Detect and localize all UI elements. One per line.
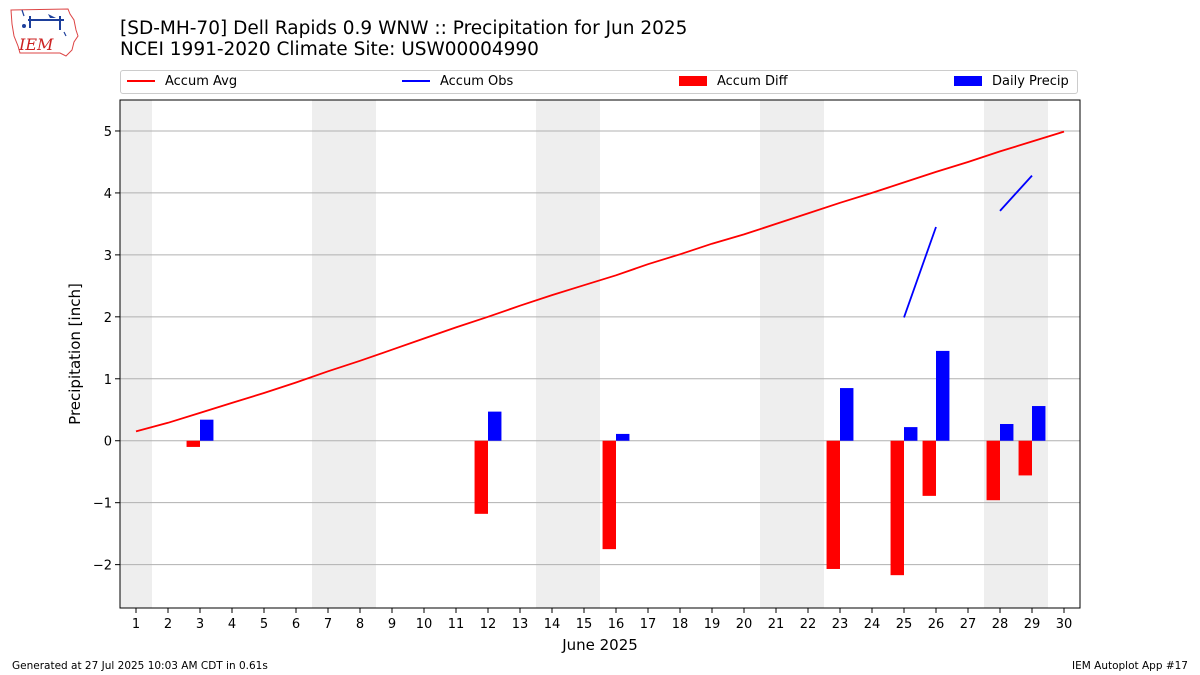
x-tick-label: 12 bbox=[480, 617, 497, 632]
chart-legend: Accum Avg Accum Obs Accum Diff Daily Pre… bbox=[120, 70, 1078, 94]
x-tick-label: 21 bbox=[768, 617, 785, 632]
accum-diff-bar bbox=[1018, 440, 1032, 476]
accum-avg-line bbox=[135, 130, 1065, 433]
x-tick-label: 26 bbox=[928, 617, 945, 632]
chart-title-line2: NCEI 1991-2020 Climate Site: USW00004990 bbox=[120, 39, 539, 60]
accum-diff-bar bbox=[602, 440, 616, 550]
x-tick-label: 25 bbox=[896, 617, 913, 632]
x-tick-label: 7 bbox=[324, 617, 332, 632]
chart-title-line1: [SD-MH-70] Dell Rapids 0.9 WNW :: Precip… bbox=[120, 18, 688, 39]
daily-precip-bar bbox=[488, 411, 502, 441]
x-tick-label: 22 bbox=[800, 617, 817, 632]
x-tick-label: 17 bbox=[640, 617, 657, 632]
weekend-shade bbox=[536, 100, 600, 608]
y-tick-label: 1 bbox=[104, 373, 112, 388]
weather-station-icon bbox=[21, 9, 67, 37]
daily-precip-bar bbox=[904, 427, 918, 441]
y-tick-label: 3 bbox=[104, 249, 112, 264]
accum-diff-bar bbox=[186, 440, 200, 447]
x-tick-label: 9 bbox=[388, 617, 396, 632]
legend-label-accum-obs: Accum Obs bbox=[440, 74, 514, 89]
x-tick-label: 6 bbox=[292, 617, 300, 632]
daily-precip-bar bbox=[1000, 424, 1014, 441]
weekend-shade bbox=[120, 100, 152, 608]
x-tick-label: 13 bbox=[512, 617, 529, 632]
x-tick-label: 28 bbox=[992, 617, 1009, 632]
legend-swatch-accum-obs bbox=[402, 79, 430, 82]
x-tick-label: 15 bbox=[576, 617, 593, 632]
y-tick-label: 4 bbox=[104, 187, 112, 202]
accum-obs-line bbox=[999, 174, 1033, 212]
x-tick-label: 4 bbox=[228, 617, 236, 632]
legend-item-accum-obs: Accum Obs bbox=[402, 74, 513, 90]
legend-swatch-daily-precip bbox=[954, 75, 982, 86]
legend-label-accum-avg: Accum Avg bbox=[165, 74, 238, 89]
x-tick-label: 11 bbox=[448, 617, 465, 632]
x-tick-label: 18 bbox=[672, 617, 689, 632]
x-tick-label: 14 bbox=[544, 617, 561, 632]
x-tick-label: 3 bbox=[196, 617, 204, 632]
x-tick-label: 1 bbox=[132, 617, 140, 632]
chart-title: [SD-MH-70] Dell Rapids 0.9 WNW :: Precip… bbox=[120, 18, 687, 60]
logo-text: IEM bbox=[18, 35, 54, 54]
x-tick-label: 19 bbox=[704, 617, 721, 632]
app-credit: IEM Autoplot App #17 bbox=[1072, 660, 1188, 672]
x-tick-label: 30 bbox=[1056, 617, 1073, 632]
legend-item-daily-precip: Daily Precip bbox=[954, 74, 1069, 90]
plot-frame bbox=[119, 99, 1081, 609]
y-tick-label: 2 bbox=[104, 311, 112, 326]
accum-obs-line bbox=[903, 226, 937, 318]
x-axis-label: June 2025 bbox=[561, 636, 638, 654]
y-tick-label: 5 bbox=[104, 125, 112, 140]
x-tick-label: 2 bbox=[164, 617, 172, 632]
daily-precip-bar bbox=[616, 433, 630, 441]
x-tick-label: 23 bbox=[832, 617, 849, 632]
weekend-shade bbox=[312, 100, 376, 608]
y-tick-label: −2 bbox=[93, 559, 112, 574]
accum-diff-bar bbox=[826, 440, 840, 569]
daily-precip-bar bbox=[936, 350, 950, 441]
weekend-shade bbox=[984, 100, 1048, 608]
daily-precip-bar bbox=[200, 419, 214, 441]
legend-label-accum-diff: Accum Diff bbox=[717, 74, 788, 89]
y-axis-label: Precipitation [inch] bbox=[66, 283, 84, 425]
legend-swatch-accum-diff bbox=[679, 75, 707, 86]
accum-diff-bar bbox=[474, 440, 488, 514]
x-tick-label: 8 bbox=[356, 617, 364, 632]
generated-timestamp: Generated at 27 Jul 2025 10:03 AM CDT in… bbox=[12, 660, 268, 672]
accum-diff-bar bbox=[922, 440, 936, 496]
iem-logo: IEM bbox=[10, 8, 79, 57]
x-tick-label: 24 bbox=[864, 617, 881, 632]
weekend-shade bbox=[760, 100, 824, 608]
legend-item-accum-avg: Accum Avg bbox=[127, 74, 237, 90]
y-tick-label: 0 bbox=[104, 435, 112, 450]
daily-precip-bar bbox=[840, 388, 854, 441]
x-tick-label: 20 bbox=[736, 617, 753, 632]
y-tick-label: −1 bbox=[93, 497, 112, 512]
x-tick-label: 5 bbox=[260, 617, 268, 632]
x-tick-label: 29 bbox=[1024, 617, 1041, 632]
legend-swatch-accum-avg bbox=[127, 79, 155, 82]
x-tick-label: 10 bbox=[416, 617, 433, 632]
accum-diff-bar bbox=[890, 440, 904, 576]
daily-precip-bar bbox=[1032, 406, 1046, 441]
accum-diff-bar bbox=[986, 440, 1000, 501]
legend-item-accum-diff: Accum Diff bbox=[679, 74, 788, 90]
x-tick-label: 16 bbox=[608, 617, 625, 632]
legend-label-daily-precip: Daily Precip bbox=[992, 74, 1069, 89]
x-tick-label: 27 bbox=[960, 617, 977, 632]
